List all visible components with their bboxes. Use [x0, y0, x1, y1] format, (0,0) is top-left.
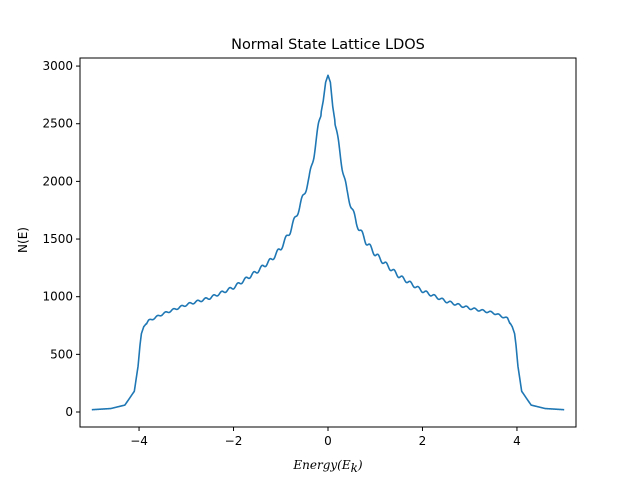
y-tick-label: 0	[65, 405, 73, 419]
x-axis-label-subscript: k	[351, 461, 358, 475]
chart-title: Normal State Lattice LDOS	[231, 37, 425, 53]
y-tick-label: 1500	[42, 232, 73, 246]
y-tick-label: 2500	[42, 117, 73, 131]
x-axis: −4 −2 0 2 4	[130, 427, 521, 448]
ldos-series-line	[91, 74, 565, 411]
x-tick-label: 4	[513, 434, 521, 448]
x-tick-label: −4	[130, 434, 148, 448]
x-tick-label: −2	[225, 434, 243, 448]
y-axis: 0 500 1000 1500 2000 2500 3000	[42, 59, 80, 419]
y-tick-label: 2000	[42, 174, 73, 188]
x-axis-label-close: )	[357, 458, 363, 472]
y-axis-label: N(E)	[16, 227, 30, 253]
x-tick-label: 2	[419, 434, 427, 448]
x-axis-label-main: Energy(E	[292, 458, 350, 472]
x-tick-label: 0	[324, 434, 332, 448]
y-tick-label: 500	[50, 347, 73, 361]
y-tick-label: 3000	[42, 59, 73, 73]
y-tick-label: 1000	[42, 290, 73, 304]
x-axis-label: Energy(Ek)	[292, 458, 363, 475]
